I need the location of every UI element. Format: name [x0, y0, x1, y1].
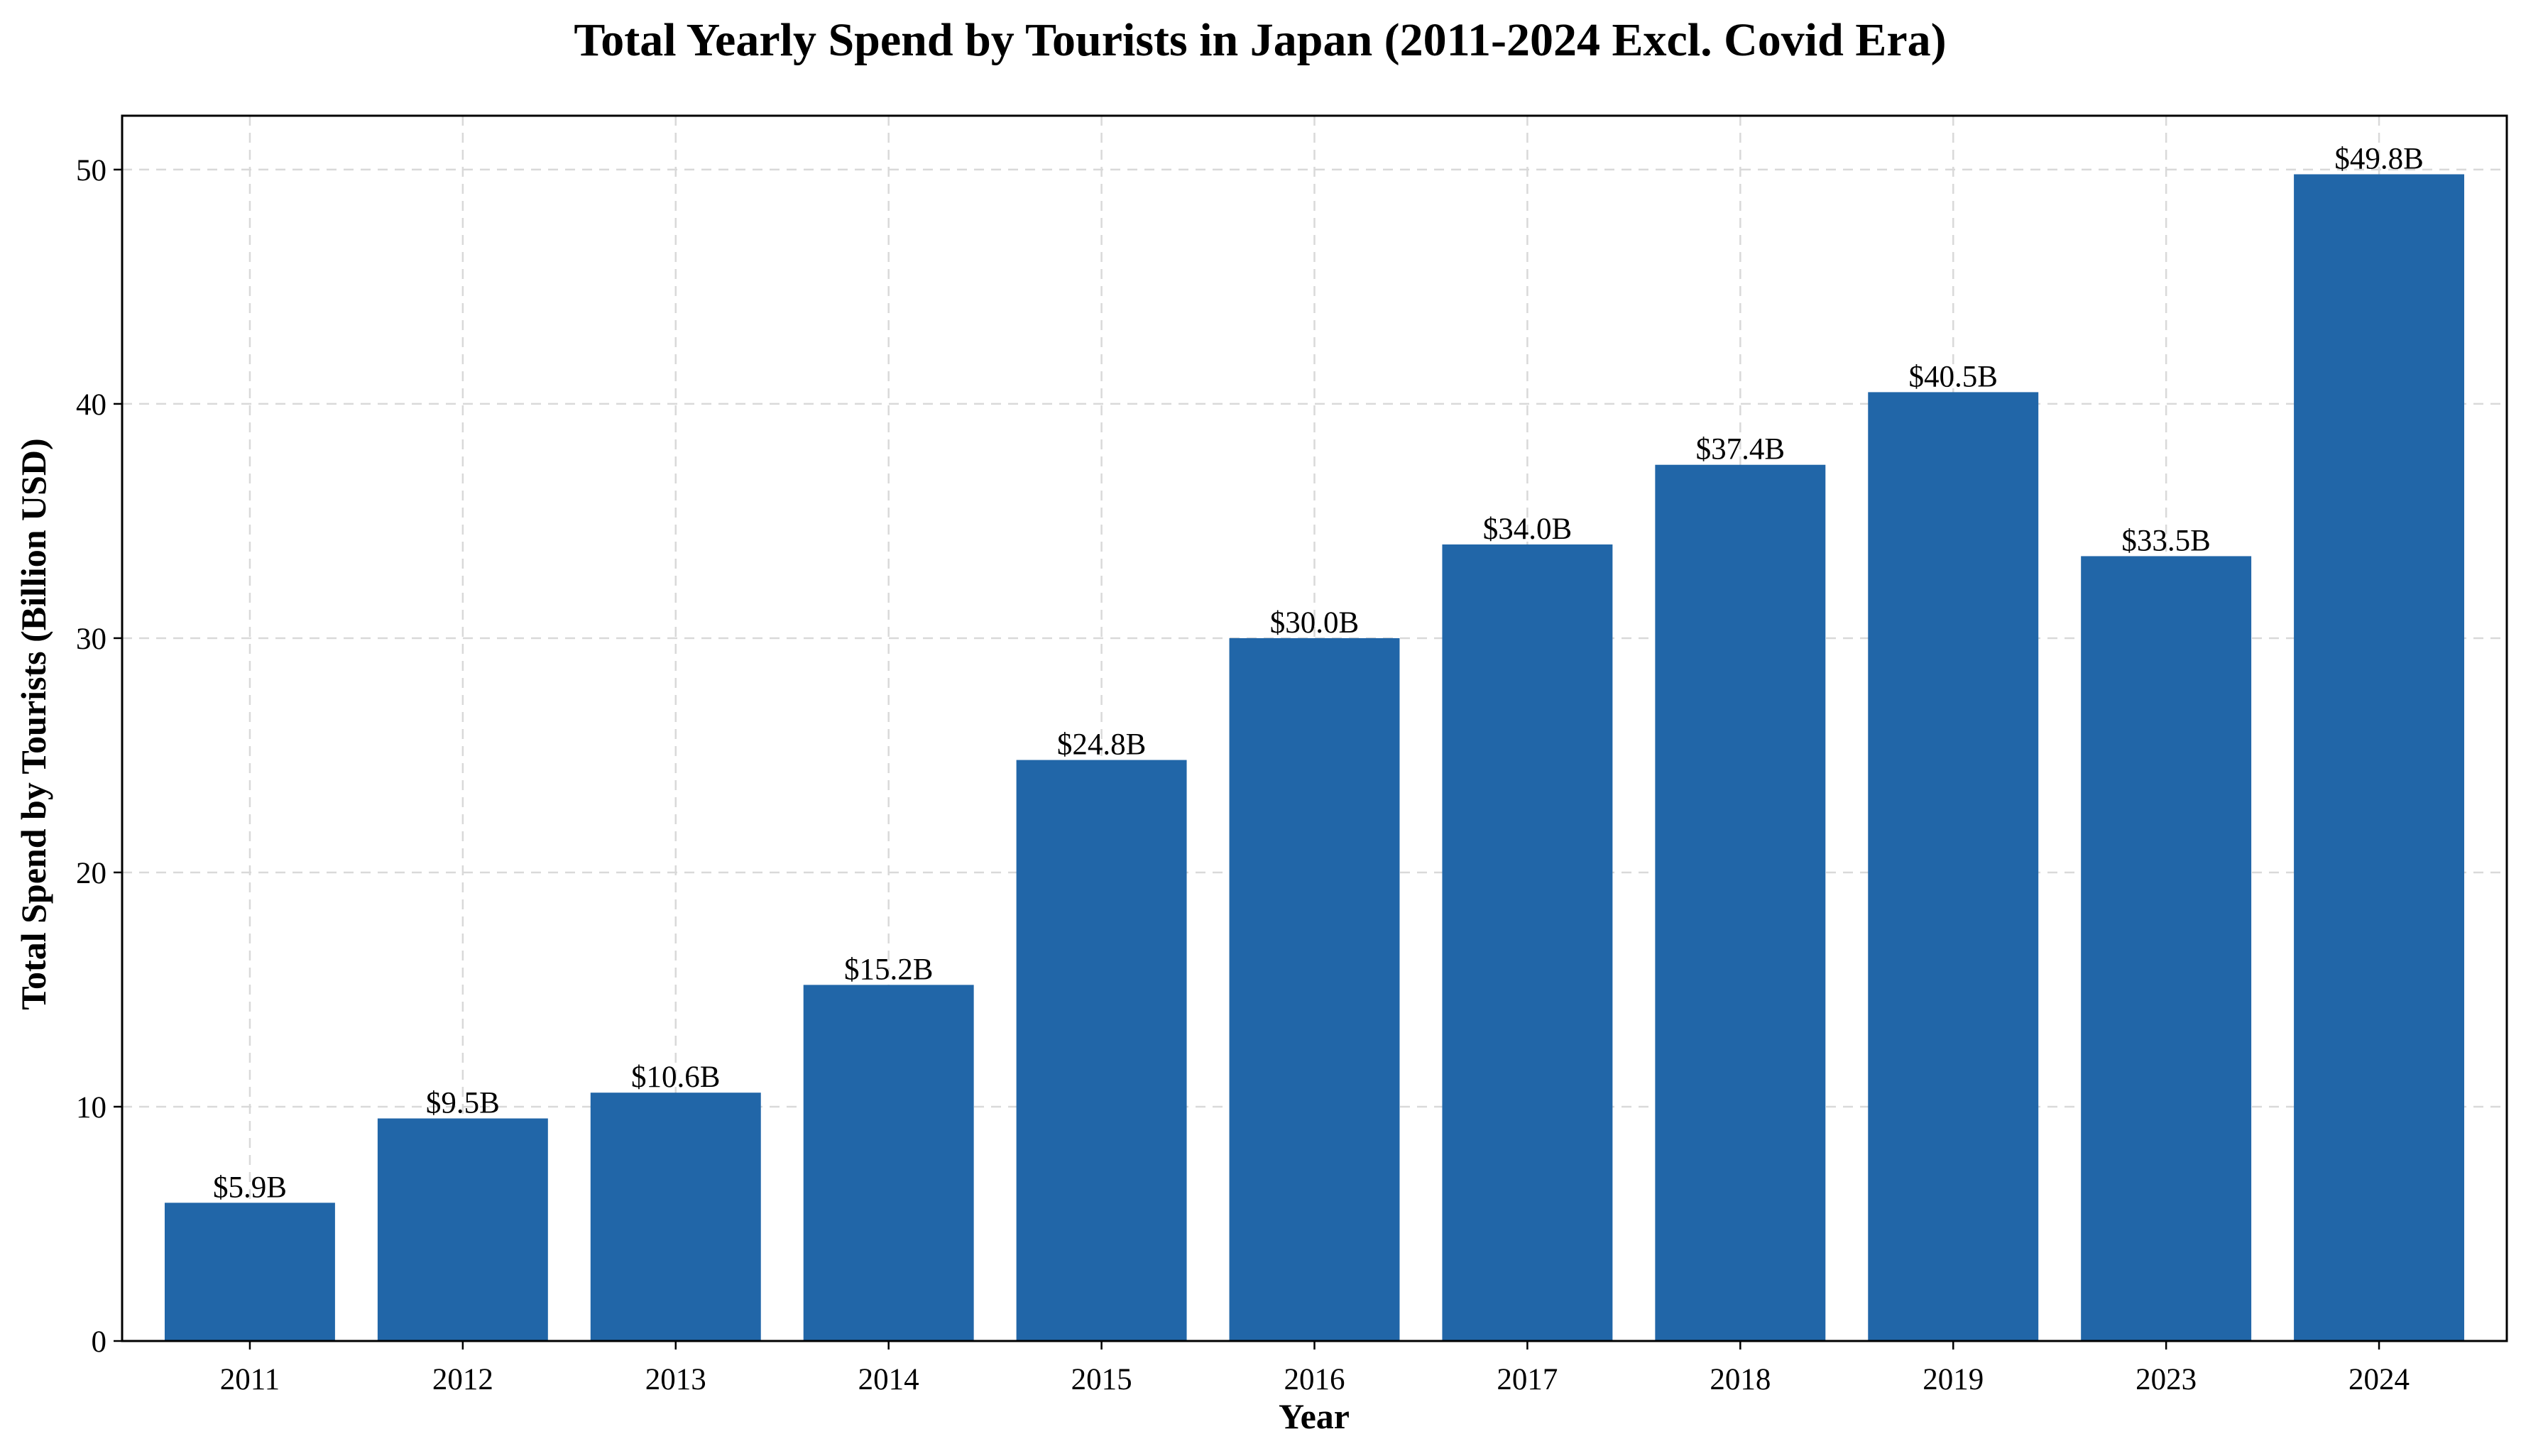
bar [1655, 464, 1826, 1341]
bar-data-label: $37.4B [1696, 433, 1785, 466]
chart-title: Total Yearly Spend by Tourists in Japan … [574, 14, 1946, 66]
x-tick-label: 2016 [1284, 1363, 1345, 1396]
bar-data-label: $5.9B [213, 1171, 287, 1204]
data-labels-layer: $5.9B $9.5B $10.6B $15.2B $24.8B $30.0B $34.0B… [213, 143, 2424, 1205]
bar-data-label: $34.0B [1483, 513, 1572, 546]
bar-data-label: $10.6B [631, 1061, 720, 1094]
bar [1442, 544, 1613, 1341]
y-tick-label: 10 [76, 1091, 106, 1124]
x-tick-label: 2023 [2136, 1363, 2197, 1396]
y-tick-label: 40 [76, 388, 106, 422]
bars-layer [164, 174, 2465, 1342]
x-tick-label: 2024 [2348, 1363, 2410, 1396]
grid-layer [122, 116, 2507, 1341]
bar-data-label: $30.0B [1270, 606, 1359, 640]
bar [803, 985, 974, 1341]
x-tick-label: 2013 [645, 1363, 706, 1396]
x-tick-label: 2014 [858, 1363, 919, 1396]
y-axis-label: Total Spend by Tourists (Billion USD) [13, 438, 53, 1009]
bar [590, 1093, 761, 1341]
bar-data-label: $24.8B [1057, 728, 1146, 762]
x-tick-label: 2017 [1497, 1363, 1558, 1396]
x-tick-label: 2015 [1071, 1363, 1132, 1396]
x-tick-label: 2011 [220, 1363, 280, 1396]
plot-frame [121, 114, 2508, 1342]
y-tick-label: 0 [92, 1325, 107, 1359]
bar [377, 1118, 548, 1341]
bar [1229, 637, 1400, 1341]
x-tick-label: 2019 [1923, 1363, 1984, 1396]
x-tick-label: 2018 [1710, 1363, 1771, 1396]
bar [2081, 556, 2252, 1341]
bar [1868, 392, 2039, 1341]
y-tick-label: 30 [76, 623, 106, 656]
y-tick-label: 20 [76, 857, 106, 890]
x-tick-label: 2012 [432, 1363, 493, 1396]
bar [1016, 760, 1187, 1341]
x-axis-label: Year [1279, 1396, 1350, 1436]
bar-data-label: $49.8B [2334, 143, 2423, 176]
axes-layer: 0 10 20 30 40 50 2011 2012 2013 2014 2015 2016 2017 2… [76, 114, 2508, 1396]
bar-data-label: $9.5B [426, 1086, 500, 1120]
y-tick-label: 50 [76, 154, 106, 187]
bar-data-label: $33.5B [2121, 524, 2210, 557]
bar-data-label: $40.5B [1909, 360, 1998, 393]
bar [2294, 174, 2465, 1342]
bar-data-label: $15.2B [844, 953, 933, 986]
bar [164, 1203, 335, 1341]
